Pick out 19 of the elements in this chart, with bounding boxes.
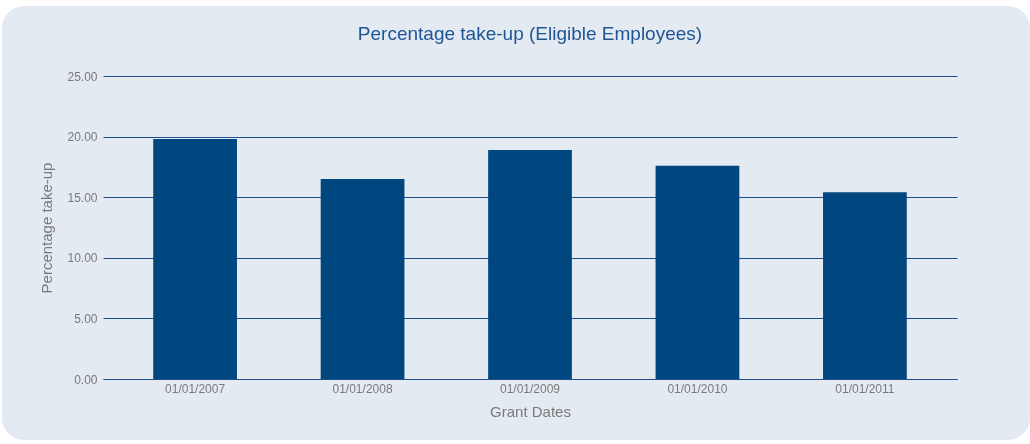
bar bbox=[488, 149, 572, 379]
x-tick-label: 01/01/2010 bbox=[667, 381, 728, 396]
y-tick-label: 5.00 bbox=[74, 311, 98, 326]
y-tick-label: 25.00 bbox=[67, 69, 98, 84]
y-tick-label: 10.00 bbox=[67, 251, 98, 266]
chart-title: Percentage take-up (Eligible Employees) bbox=[357, 23, 703, 44]
y-tick-label: 15.00 bbox=[67, 190, 98, 205]
bar bbox=[320, 179, 405, 379]
x-tick-label: 01/01/2009 bbox=[499, 381, 561, 396]
y-tick-label: 0.00 bbox=[74, 372, 98, 387]
y-tick-label: 20.00 bbox=[67, 130, 98, 145]
bar bbox=[153, 139, 237, 379]
y-axis-title: Percentage take-up bbox=[38, 162, 56, 294]
x-tick-label: 01/01/2007 bbox=[165, 381, 226, 396]
bar bbox=[655, 165, 740, 379]
bar bbox=[823, 192, 907, 379]
x-axis-title: Grant Dates bbox=[490, 402, 571, 420]
x-tick-label: 01/01/2011 bbox=[835, 381, 895, 396]
x-tick-label: 01/01/2008 bbox=[332, 381, 393, 396]
